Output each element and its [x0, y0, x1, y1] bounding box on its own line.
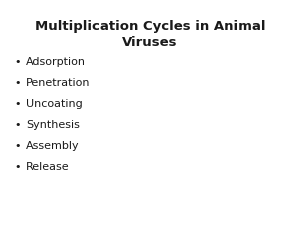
Text: Penetration: Penetration [26, 78, 91, 88]
Text: •: • [15, 99, 21, 109]
Text: •: • [15, 57, 21, 67]
Text: Adsorption: Adsorption [26, 57, 86, 67]
Text: •: • [15, 78, 21, 88]
Text: •: • [15, 120, 21, 130]
Text: Uncoating: Uncoating [26, 99, 83, 109]
Text: Release: Release [26, 162, 70, 172]
Text: Multiplication Cycles in Animal
Viruses: Multiplication Cycles in Animal Viruses [35, 20, 265, 50]
Text: Synthesis: Synthesis [26, 120, 80, 130]
Text: •: • [15, 162, 21, 172]
Text: •: • [15, 141, 21, 151]
Text: Assembly: Assembly [26, 141, 80, 151]
